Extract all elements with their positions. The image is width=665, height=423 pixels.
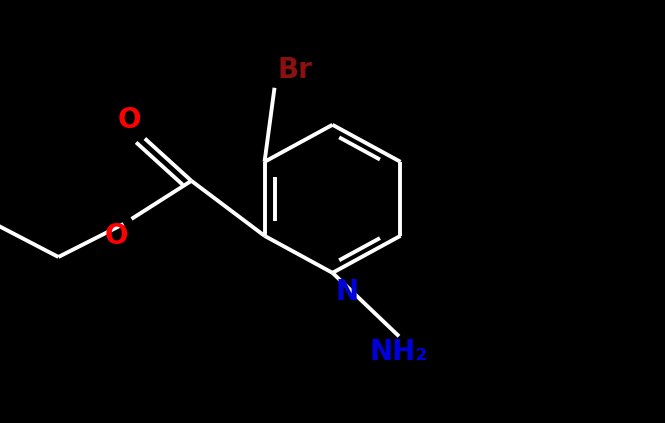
Text: O: O (104, 222, 128, 250)
Text: NH₂: NH₂ (370, 338, 428, 366)
Text: Br: Br (278, 55, 313, 84)
Text: N: N (336, 278, 359, 306)
Text: O: O (118, 106, 142, 135)
